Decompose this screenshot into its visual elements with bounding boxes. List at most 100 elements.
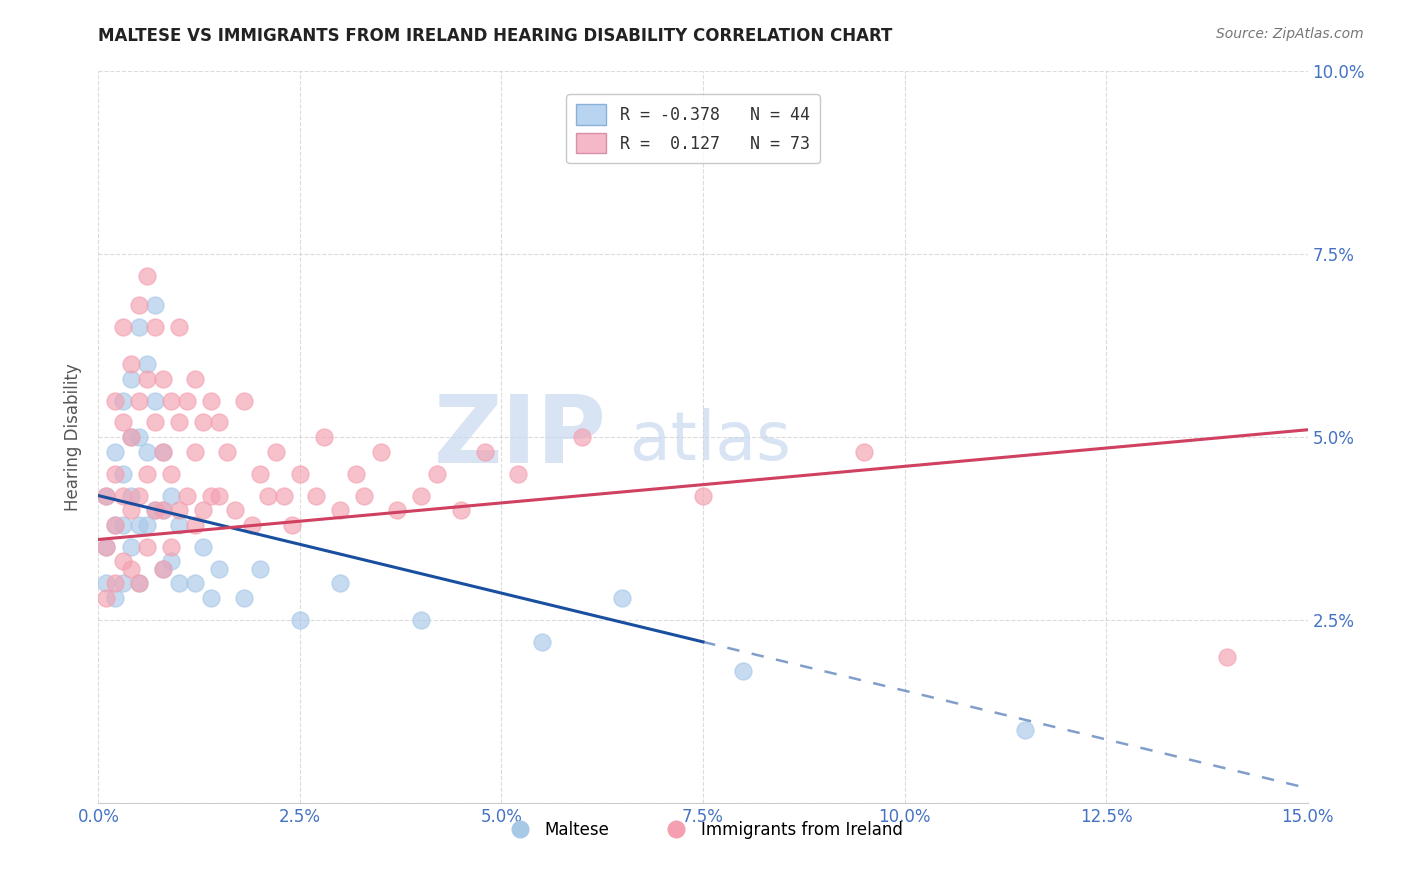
Point <box>160 393 183 408</box>
Point <box>135 540 157 554</box>
Point <box>853 444 876 458</box>
Point <box>96 489 118 503</box>
Point <box>111 576 134 591</box>
Point <box>152 562 174 576</box>
Point <box>152 371 174 385</box>
Point <box>200 393 222 408</box>
Point <box>128 298 150 312</box>
Point <box>152 444 174 458</box>
Point <box>120 357 142 371</box>
Point <box>1014 723 1036 737</box>
Point <box>128 489 150 503</box>
Point <box>208 489 231 503</box>
Point <box>135 444 157 458</box>
Point <box>329 503 352 517</box>
Point <box>184 371 207 385</box>
Point <box>160 467 183 481</box>
Point <box>143 298 166 312</box>
Point <box>193 416 215 430</box>
Point <box>506 467 529 481</box>
Point <box>167 320 190 334</box>
Point <box>167 576 190 591</box>
Point <box>240 517 263 532</box>
Point <box>184 576 207 591</box>
Point <box>111 393 134 408</box>
Point <box>143 503 166 517</box>
Point <box>160 540 183 554</box>
Point <box>96 591 118 605</box>
Point <box>160 554 183 568</box>
Point <box>103 393 125 408</box>
Point <box>329 576 352 591</box>
Point <box>120 540 142 554</box>
Point <box>184 517 207 532</box>
Point <box>96 576 118 591</box>
Text: Source: ZipAtlas.com: Source: ZipAtlas.com <box>1216 27 1364 41</box>
Point <box>193 503 215 517</box>
Point <box>176 489 198 503</box>
Point <box>143 320 166 334</box>
Point <box>167 517 190 532</box>
Point <box>135 269 157 284</box>
Point <box>103 591 125 605</box>
Point <box>256 489 278 503</box>
Point <box>120 489 142 503</box>
Point <box>143 393 166 408</box>
Point <box>135 467 157 481</box>
Point <box>733 664 755 678</box>
Point <box>305 489 328 503</box>
Point <box>96 540 118 554</box>
Point <box>200 591 222 605</box>
Point <box>200 489 222 503</box>
Point <box>152 562 174 576</box>
Point <box>111 489 134 503</box>
Point <box>111 517 134 532</box>
Point <box>152 444 174 458</box>
Point <box>103 444 125 458</box>
Point <box>152 503 174 517</box>
Point <box>571 430 593 444</box>
Point <box>120 562 142 576</box>
Point <box>409 613 432 627</box>
Point <box>1216 649 1239 664</box>
Point <box>135 357 157 371</box>
Text: ZIP: ZIP <box>433 391 606 483</box>
Point <box>128 393 150 408</box>
Point <box>128 517 150 532</box>
Point <box>103 576 125 591</box>
Point <box>143 416 166 430</box>
Point <box>281 517 304 532</box>
Point <box>96 489 118 503</box>
Point <box>176 393 198 408</box>
Point <box>385 503 408 517</box>
Point <box>120 503 142 517</box>
Point <box>96 540 118 554</box>
Point <box>232 591 254 605</box>
Point <box>111 416 134 430</box>
Point <box>353 489 375 503</box>
Point <box>128 320 150 334</box>
Point <box>152 503 174 517</box>
Y-axis label: Hearing Disability: Hearing Disability <box>63 363 82 511</box>
Point <box>370 444 392 458</box>
Point <box>128 430 150 444</box>
Point <box>103 467 125 481</box>
Text: atlas: atlas <box>630 408 792 474</box>
Point <box>232 393 254 408</box>
Point <box>249 562 271 576</box>
Point <box>344 467 367 481</box>
Point <box>135 371 157 385</box>
Point <box>273 489 295 503</box>
Point <box>135 517 157 532</box>
Point <box>409 489 432 503</box>
Point <box>111 554 134 568</box>
Point <box>167 416 190 430</box>
Point <box>288 613 311 627</box>
Point <box>120 430 142 444</box>
Point <box>288 467 311 481</box>
Point <box>692 489 714 503</box>
Point <box>530 635 553 649</box>
Point <box>217 444 239 458</box>
Point <box>128 576 150 591</box>
Point <box>167 503 190 517</box>
